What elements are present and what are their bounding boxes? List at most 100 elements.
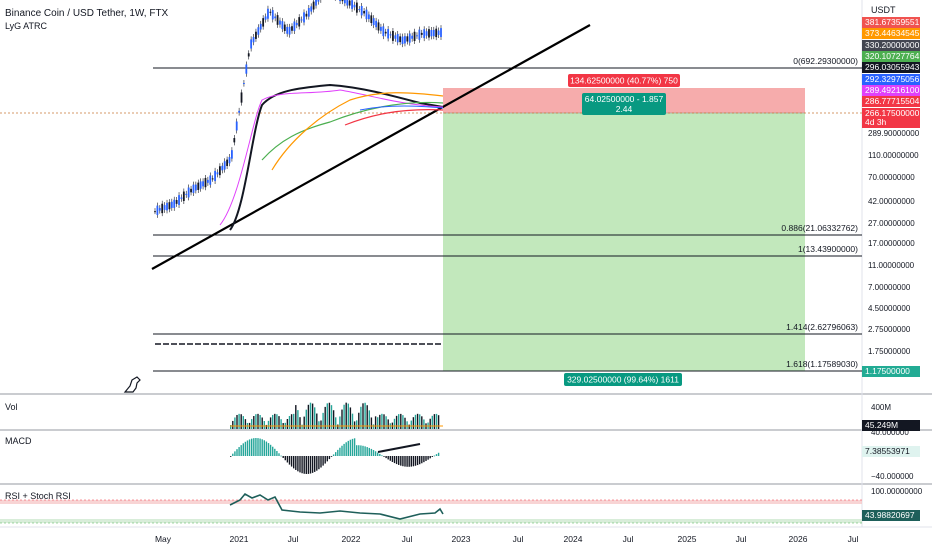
volume-bar [322, 412, 324, 429]
time-axis-label: Jul [512, 534, 524, 544]
macd-pane-label[interactable]: MACD [5, 436, 32, 446]
candle-body [303, 12, 305, 23]
candle-body [315, 0, 317, 6]
macd-bar [393, 456, 396, 464]
macd-bar [244, 441, 247, 456]
macd-bar [318, 456, 320, 470]
candle-body [425, 31, 428, 36]
macd-bar [278, 453, 280, 456]
candle-body [384, 31, 387, 34]
candle-body [435, 28, 438, 38]
price-tick-label: 4.50000000 [868, 304, 911, 313]
volume-bar [412, 417, 415, 429]
candle-body [190, 188, 192, 193]
price-tag: 4d 3h [862, 117, 920, 128]
volume-bar [398, 414, 400, 429]
price-tick-label: 11.00000000 [868, 261, 915, 270]
macd-trendline [377, 443, 421, 453]
candle-body [288, 26, 291, 35]
volume-bar [238, 413, 240, 429]
macd-bar [297, 456, 299, 472]
macd-bar [425, 456, 427, 461]
volume-bar [341, 409, 343, 429]
candle-body [170, 201, 173, 208]
macd-bar [400, 456, 402, 466]
candle-body [197, 182, 200, 190]
macd-bar [353, 438, 356, 456]
candle-body [231, 150, 233, 159]
macd-bar [301, 456, 303, 474]
volume-bar [316, 413, 318, 429]
macd-bar [358, 445, 360, 456]
macd-bar [389, 456, 391, 461]
time-axis-label: Jul [735, 534, 747, 544]
rsi-axis-top: 100.00000000 [871, 487, 923, 496]
price-tag: 381.67359551 [862, 17, 920, 28]
candle-body [247, 53, 250, 57]
symbol-title[interactable]: Binance Coin / USD Tether, 1W, FTX [5, 8, 169, 19]
candle-body [245, 64, 248, 74]
time-axis-label: Jul [401, 534, 413, 544]
candle-body [283, 24, 286, 31]
candle-body [163, 205, 166, 210]
price-tag: 289.49216100 [862, 85, 920, 96]
fib-label-0: 0(692.29300000) [793, 56, 858, 66]
macd-bar [364, 446, 366, 456]
candle-body [437, 30, 440, 35]
candle-body [401, 36, 404, 45]
macd-axis-bottom: −40.000000 [871, 472, 914, 481]
currency-label: USDT [871, 5, 896, 15]
volume-bar [374, 416, 377, 429]
macd-bar [309, 456, 312, 474]
rsi-pane-label[interactable]: RSI + Stoch RSI [5, 491, 71, 501]
candle-body [406, 36, 409, 42]
volume-bar [358, 412, 360, 429]
candle-body [375, 20, 378, 28]
candle-body [178, 195, 180, 205]
rsi-current-tag: 43.98820697 [862, 510, 920, 521]
candle-body [432, 29, 435, 37]
macd-bar [431, 456, 433, 457]
macd-bar [368, 447, 370, 456]
indicator-name[interactable]: LyG ATRC [5, 21, 48, 31]
price-tick-label: 2.75000000 [868, 325, 911, 334]
candle-body [202, 181, 204, 187]
volume-bar [364, 402, 366, 429]
candle-body [370, 15, 373, 24]
candle-body [221, 165, 224, 171]
volume-bar [385, 416, 387, 429]
vol-axis-top: 400M [871, 403, 892, 412]
price-tag: 1.17500000 [862, 366, 920, 377]
volume-bar [395, 415, 398, 429]
volume-bar [362, 403, 364, 429]
candle-body [267, 8, 269, 19]
entry-label-1: 64.02500000 - 1.857 [585, 94, 664, 104]
volume-bar [269, 417, 272, 429]
fib-label-1: 1(13.43900000) [798, 244, 858, 254]
entry-label-box [582, 93, 666, 115]
macd-bar [435, 454, 438, 456]
volume-bar [328, 402, 331, 429]
candle-body [166, 202, 168, 211]
volume-bar [242, 416, 244, 429]
macd-bar [284, 456, 286, 461]
candle-body [214, 170, 216, 182]
volume-bar [381, 413, 383, 429]
price-tick-label: 17.00000000 [868, 239, 915, 248]
fib-label-1618: 1.618(1.17589030) [786, 359, 858, 369]
candle-body [360, 5, 363, 16]
volume-bar [303, 416, 305, 429]
volume-bar [299, 417, 301, 429]
price-candles [154, 0, 442, 218]
candle-body [413, 31, 416, 42]
volume-bars [230, 402, 440, 429]
vol-pane-label[interactable]: Vol [5, 402, 18, 412]
candle-body [281, 21, 284, 30]
macd-bar [253, 438, 255, 456]
candle-body [392, 30, 394, 41]
macd-bar [372, 450, 375, 456]
price-tick-label: 70.00000000 [868, 173, 915, 182]
candle-body [363, 11, 365, 14]
macd-bar [387, 456, 389, 460]
